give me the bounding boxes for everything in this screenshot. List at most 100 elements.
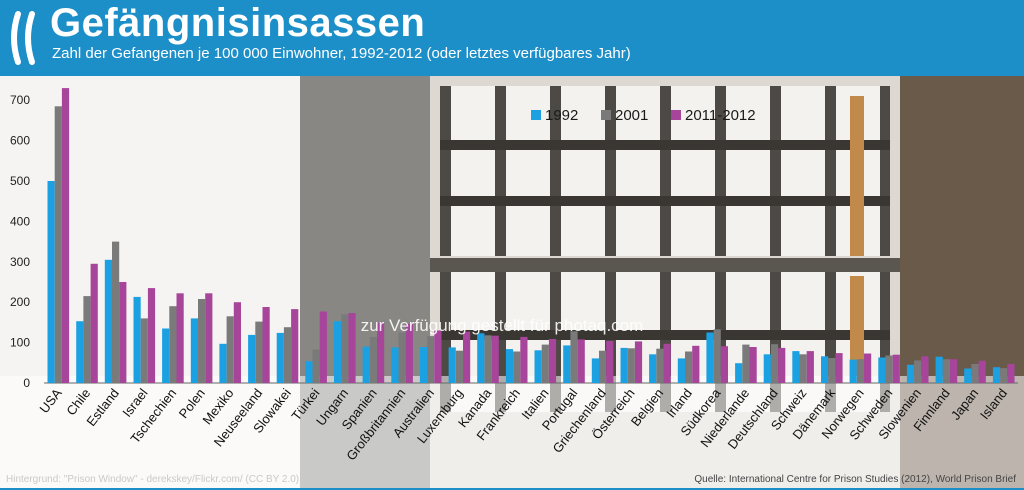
bar-2001-24 [742,344,750,383]
bar-2001-22 [685,351,693,383]
y-tick-label: 400 [10,214,30,228]
bar-2011-2012-4 [176,293,184,383]
bar-2001-19 [599,350,607,383]
bar-2011-2012-22 [692,345,700,383]
bar-2011-2012-21 [663,343,671,383]
bar-2011-2012-17 [548,339,557,383]
bar-2011-2012-5 [205,293,213,383]
y-tick-label: 300 [10,255,30,269]
bar-2011-2012-7 [262,307,270,383]
bar-1992-33 [992,367,1001,383]
y-tick-label: 200 [10,295,30,309]
bar-2011-2012-1 [90,263,98,383]
bar-1992-15 [477,333,485,383]
bar-2011-2012-2 [119,282,127,383]
bar-2011-2012-23 [720,346,728,383]
bar-2001-18 [570,331,578,383]
bar-2011-2012-32 [978,360,986,383]
bar-2011-2012-27 [835,353,843,383]
background-credit: Hintergrund: "Prison Window" - derekskey… [6,474,299,485]
bar-1992-31 [935,356,943,383]
bar-1992-3 [133,296,141,383]
page-title: Gefängnisinsassen [50,1,426,45]
bar-1992-6 [219,343,227,383]
bar-2001-8 [283,327,292,383]
bar-1992-7 [248,334,256,383]
bar-2001-15 [484,335,492,383]
bar-2001-6 [226,316,234,383]
y-tick-label: 0 [23,376,30,390]
bar-1992-1 [76,321,84,383]
legend-label-2001: 2001 [615,107,648,124]
bar-1992-0 [47,181,55,383]
bar-2001-16 [513,351,521,383]
bar-1992-8 [276,332,284,383]
bar-1992-5 [190,318,198,383]
y-tick-label: 100 [10,336,30,350]
watermark: zur Verfügung gestellt für photaq.com [361,316,644,335]
bar-2001-7 [255,321,263,383]
bar-2011-2012-16 [520,336,528,383]
bar-1992-21 [649,354,657,383]
legend-label-1992: 1992 [545,107,578,124]
bar-2001-11 [369,336,377,383]
bar-2011-2012-14 [463,331,471,383]
bar-2011-2012-3 [147,288,156,383]
bar-1992-4 [162,328,170,383]
bar-2001-3 [140,318,148,383]
header: Gefängnisinsassen Zahl der Gefangenen je… [0,0,1024,72]
bar-2011-2012-11 [377,322,385,383]
bar-2001-28 [856,359,864,383]
y-tick-label: 600 [10,134,30,148]
bar-2001-13 [427,336,435,383]
bar-2001-23 [713,329,721,383]
bar-1992-13 [419,347,428,383]
bar-1992-2 [104,259,112,383]
bar-1992-29 [878,357,886,383]
bar-2011-2012-28 [864,353,872,383]
bar-1992-32 [964,368,972,383]
bar-2001-29 [885,355,893,383]
bar-1992-14 [448,347,456,383]
bar-2001-5 [198,299,206,383]
bar-2011-2012-26 [806,351,814,383]
bar-1992-22 [677,358,685,383]
bar-2001-31 [942,359,950,383]
bar-2001-27 [828,358,836,383]
bar-1992-9 [305,361,313,383]
bar-1992-26 [792,351,800,383]
bar-2001-20 [627,348,635,383]
bar-2001-12 [398,332,406,383]
bar-1992-23 [706,332,714,383]
bar-2011-2012-6 [233,302,241,383]
bar-2001-2 [112,241,120,383]
bar-2001-1 [83,296,91,383]
oecd-logo-icon [11,11,35,65]
chart-panel: 0 100 200 300 400 500 600 700 USA Chile Estland Is… [0,76,1024,488]
bar-2011-2012-30 [921,356,929,383]
legend: 1992 2001 2011-2012 [531,107,756,124]
bar-2011-2012-8 [291,309,299,383]
bar-2011-2012-15 [491,335,499,383]
bar-1992-27 [821,356,829,383]
bar-1992-25 [763,354,771,383]
page-subtitle: Zahl der Gefangenen je 100 000 Einwohner… [52,45,631,62]
bar-1992-28 [849,359,857,383]
bar-2011-2012-10 [348,313,356,383]
bar-2001-33 [1000,368,1008,383]
bar-1992-11 [362,346,370,383]
bar-2011-2012-31 [950,359,958,383]
bar-2001-9 [312,349,320,383]
bar-1992-17 [534,350,542,383]
bar-1992-19 [591,358,599,383]
bar-2001-14 [455,350,463,383]
bars [47,88,1015,384]
bar-2011-2012-0 [61,88,70,383]
bar-2011-2012-13 [434,330,442,383]
background-photo [0,76,1024,488]
bar-2001-32 [971,364,979,383]
bar-1992-30 [906,364,915,383]
bar-2001-25 [770,344,779,383]
bar-2011-2012-9 [319,311,327,383]
